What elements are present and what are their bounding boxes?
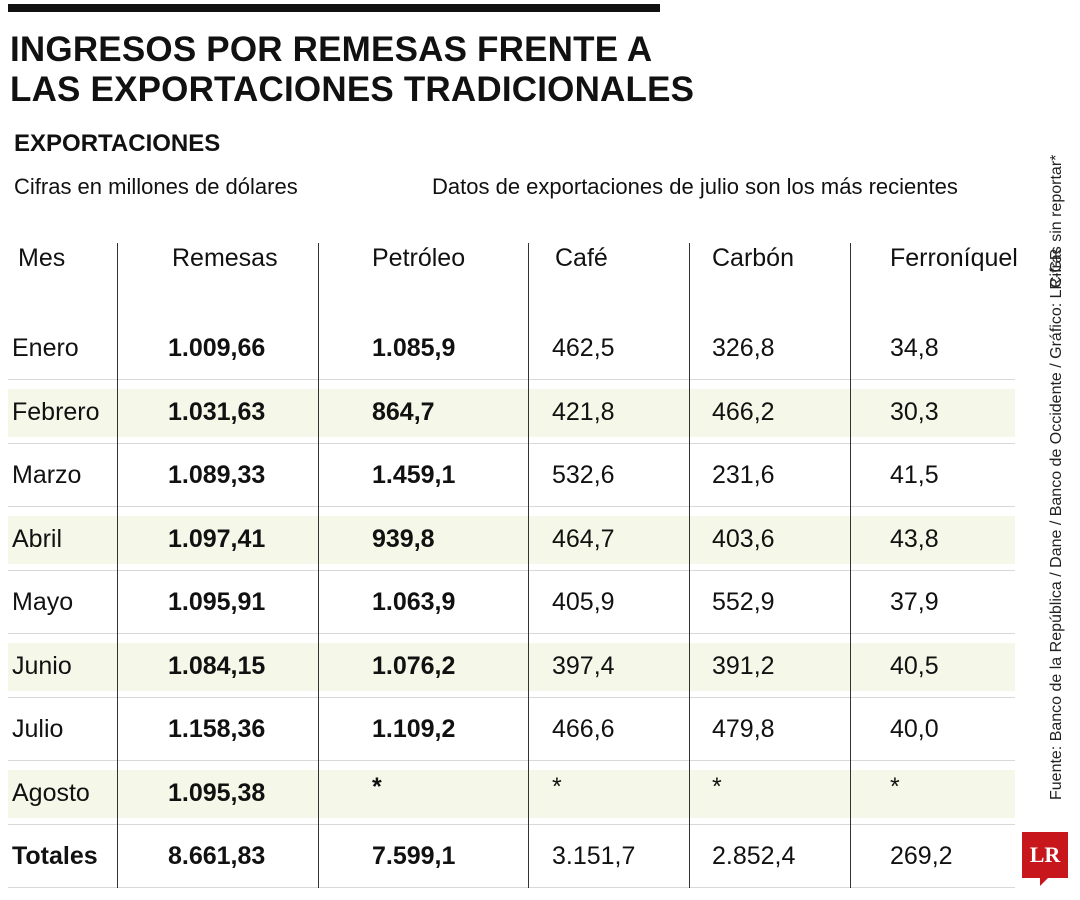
table-cell: 1.076,2 [372, 651, 456, 680]
column-divider [117, 243, 118, 888]
column-header: Remesas [172, 244, 278, 272]
totals-cell: 8.661,83 [168, 842, 266, 870]
chart-title: INGRESOS POR REMESAS FRENTE A LAS EXPORT… [10, 30, 710, 110]
row-divider [8, 760, 1015, 761]
row-shade [8, 642, 1015, 691]
table-cell: 466,2 [712, 397, 775, 426]
column-divider [528, 243, 529, 888]
table-cell: Agosto [12, 778, 90, 807]
table-cell: 326,8 [712, 334, 775, 362]
table-cell: * [552, 772, 562, 801]
table-cell: 40,0 [890, 715, 939, 743]
totals-cell: Totales [12, 842, 98, 870]
table-cell: 37,9 [890, 588, 939, 616]
row-divider [8, 506, 1015, 507]
table-cell: 391,2 [712, 651, 775, 680]
column-divider [850, 243, 851, 888]
column-header: Mes [18, 244, 66, 272]
table-cell: 397,4 [552, 651, 615, 680]
table-cell: * [372, 772, 382, 801]
title-line-1: INGRESOS POR REMESAS FRENTE A [10, 30, 653, 69]
row-divider [8, 569, 1015, 571]
table-cell: 1.095,38 [168, 778, 266, 807]
table-cell: 41,5 [890, 461, 939, 489]
table-cell: 939,8 [372, 524, 435, 553]
table-cell: Mayo [12, 588, 74, 616]
table-cell: 479,8 [712, 715, 775, 743]
title-line-2: LAS EXPORTACIONES TRADICIONALES [10, 70, 695, 109]
row-shade [8, 769, 1015, 818]
table-cell: 1.109,2 [372, 715, 456, 743]
chart-subtitle: EXPORTACIONES [14, 130, 221, 157]
table-cell: Julio [12, 715, 64, 743]
row-divider [8, 379, 1015, 380]
logo-tail [1040, 876, 1050, 886]
table-cell: 1.097,41 [168, 524, 266, 553]
table-cell: 1.085,9 [372, 334, 456, 362]
units-note: Cifras en millones de dólares [14, 174, 298, 199]
row-divider [8, 633, 1015, 634]
totals-cell: 3.151,7 [552, 842, 636, 870]
totals-cell: 7.599,1 [372, 842, 456, 870]
totals-cell: 269,2 [890, 842, 953, 870]
table-cell: 231,6 [712, 461, 775, 489]
table-cell: 1.084,15 [168, 651, 266, 680]
column-header: Carbón [712, 244, 794, 272]
table-cell: 1.009,66 [168, 334, 266, 362]
table-cell: 1.459,1 [372, 461, 456, 489]
data-note: Datos de exportaciones de julio son los … [432, 174, 958, 199]
top-rule [8, 4, 660, 12]
table-cell: Abril [12, 524, 63, 553]
column-divider [689, 243, 690, 888]
table-cell: 1.095,91 [168, 588, 266, 616]
column-header: Ferroníquel [890, 244, 1018, 272]
column-divider [318, 243, 319, 888]
table-cell: 462,5 [552, 334, 615, 362]
row-divider [8, 823, 1015, 825]
table-cell: 1.158,36 [168, 715, 266, 743]
row-shade [8, 388, 1015, 437]
row-divider [8, 887, 1015, 888]
table-cell: 43,8 [890, 524, 939, 553]
table-cell: Marzo [12, 461, 82, 489]
table-cell: 34,8 [890, 334, 939, 362]
table-cell: Junio [12, 651, 72, 680]
source-credit: Fuente: Banco de la República / Dane / B… [1048, 248, 1065, 800]
table-cell: 552,9 [712, 588, 775, 616]
table-cell: 405,9 [552, 588, 615, 616]
table-cell: 421,8 [552, 397, 615, 426]
table-cell: Febrero [12, 397, 100, 426]
row-divider [8, 696, 1015, 698]
table-cell: * [890, 772, 900, 801]
column-header: Café [555, 244, 608, 272]
table-cell: 40,5 [890, 651, 939, 680]
table-cell: 864,7 [372, 397, 435, 426]
row-shade [8, 515, 1015, 564]
table-cell: Enero [12, 334, 79, 362]
table-cell: * [712, 772, 722, 801]
table-cell: 1.031,63 [168, 397, 266, 426]
table-cell: 30,3 [890, 397, 939, 426]
table-cell: 1.063,9 [372, 588, 456, 616]
column-header: Petróleo [372, 244, 466, 272]
table-cell: 1.089,33 [168, 461, 266, 489]
table-cell: 532,6 [552, 461, 615, 489]
lr-logo: LR [1022, 832, 1068, 878]
table-cell: 464,7 [552, 524, 615, 553]
row-divider [8, 442, 1015, 444]
table-cell: 403,6 [712, 524, 775, 553]
totals-cell: 2.852,4 [712, 842, 796, 870]
table-cell: 466,6 [552, 715, 615, 743]
